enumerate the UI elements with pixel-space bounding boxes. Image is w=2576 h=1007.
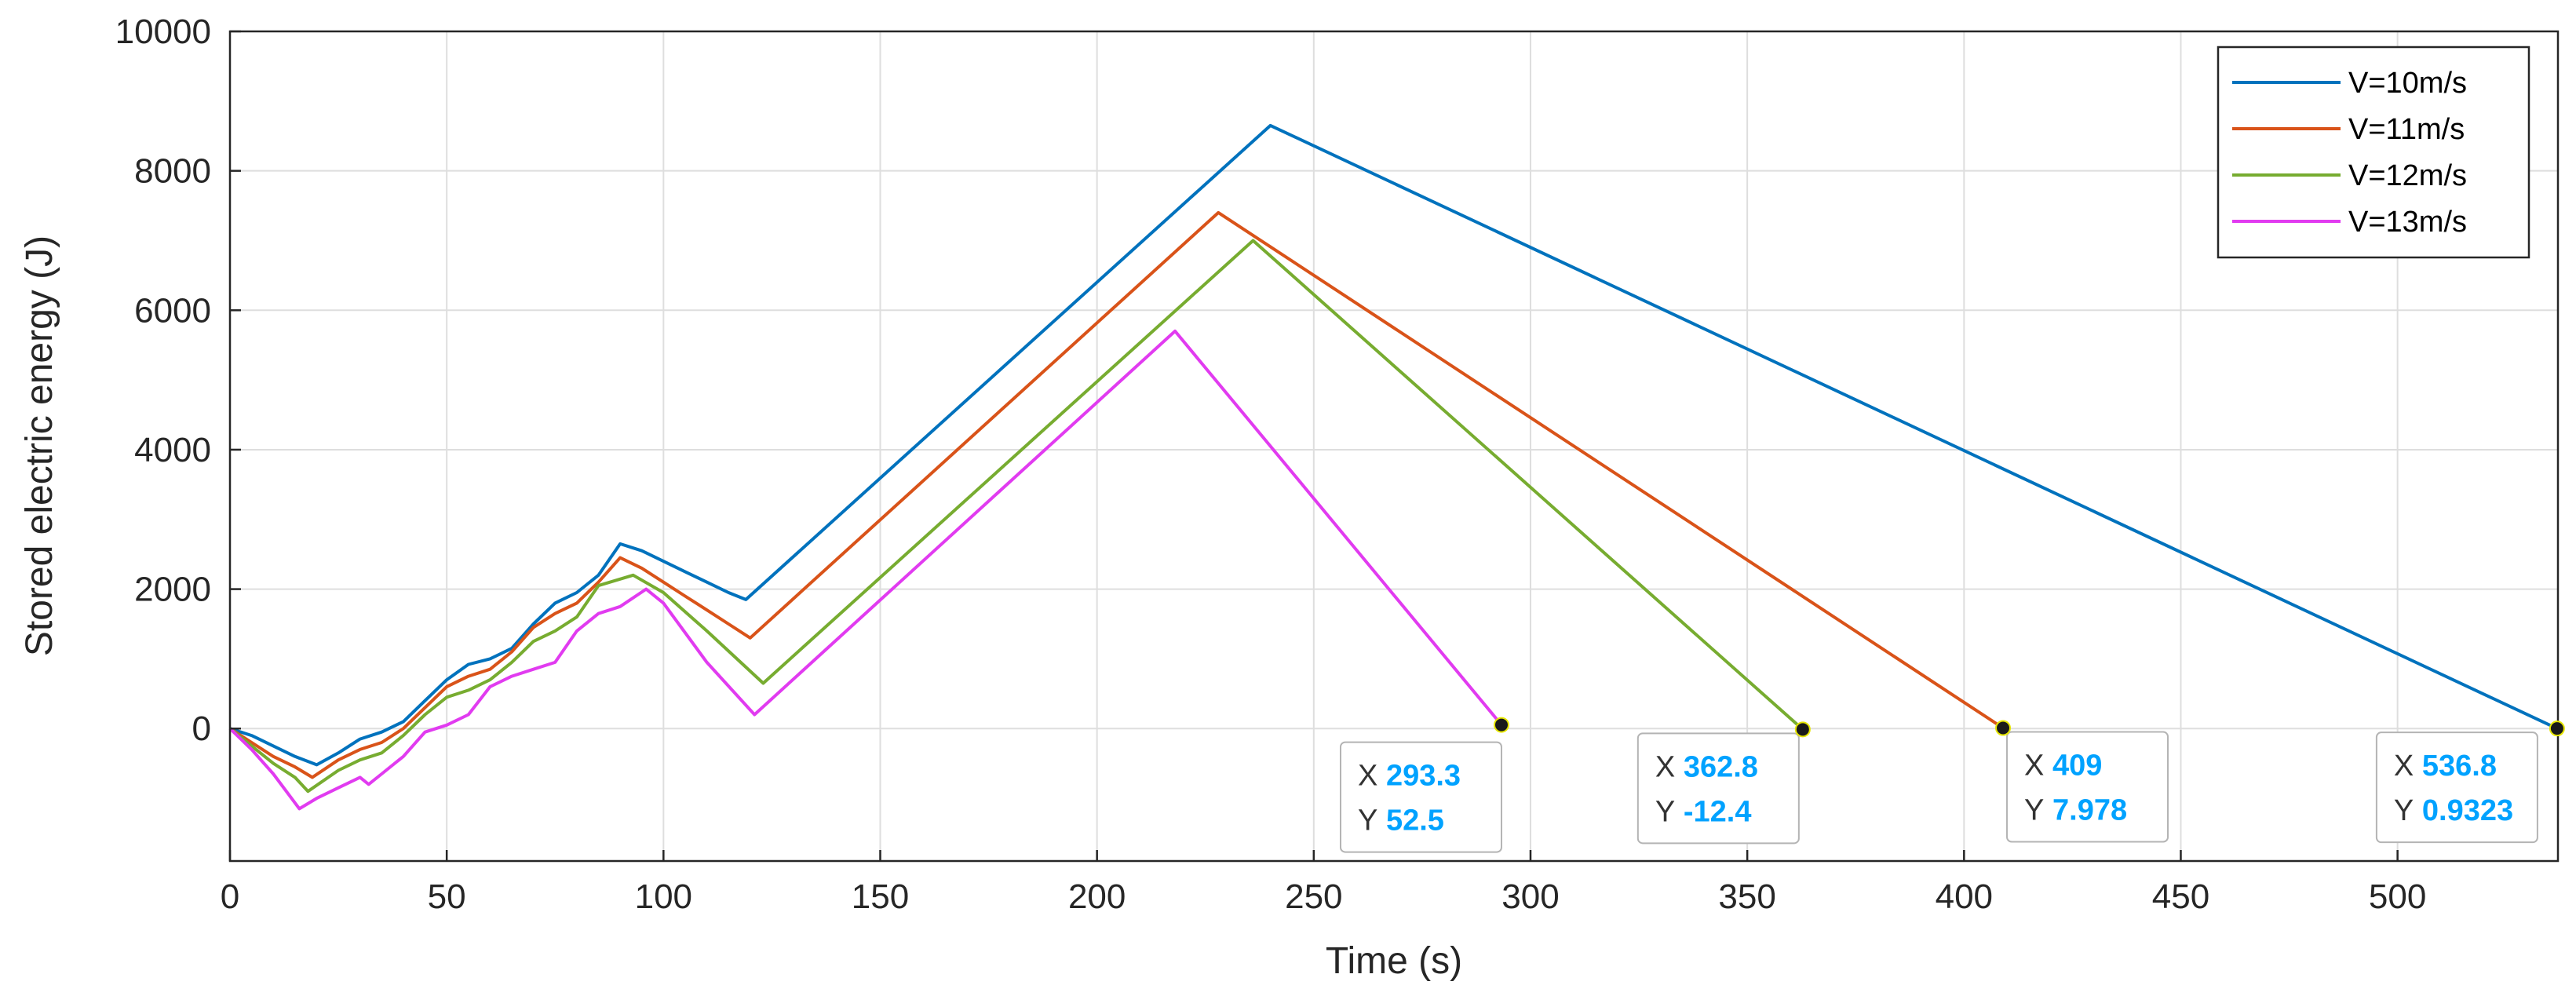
legend: V=10m/s V=11m/s V=12m/s V=13m/s: [2217, 46, 2530, 259]
datatip-x-key: X: [2394, 750, 2414, 783]
datatip-y-key: Y: [1655, 795, 1675, 828]
plot-area: [230, 31, 2558, 861]
datatip-y-value: 52.5: [1386, 805, 1444, 837]
datatip-marker[interactable]: [2549, 721, 2565, 737]
legend-label: V=13m/s: [2348, 206, 2467, 239]
datatip-y-key: Y: [2394, 794, 2414, 827]
y-tick-label: 10000: [115, 13, 211, 51]
datatip-y-value: -12.4: [1684, 795, 1752, 828]
datatip-y-value: 0.9323: [2422, 794, 2513, 827]
datatip-x-key: X: [2024, 750, 2044, 783]
datatip-y-value: 7.978: [2052, 794, 2127, 827]
y-tick-label: 0: [192, 710, 211, 748]
datatip-box: [1339, 741, 1502, 853]
series-group: [228, 123, 2558, 811]
datatip-x-value: 293.3: [1386, 760, 1461, 793]
datatip-box: [1636, 732, 1800, 845]
datatip-y-key: Y: [2024, 794, 2044, 827]
legend-item[interactable]: V=12m/s: [2232, 159, 2467, 192]
x-tick-label: 350: [1718, 877, 1775, 916]
datatip-marker[interactable]: [1995, 720, 2012, 736]
series-line-1: [229, 123, 2558, 767]
grid-lines: [230, 31, 2558, 861]
datatip-x-value: 409: [2052, 750, 2102, 783]
plot-frame: [228, 30, 2560, 863]
datatip-x-key: X: [1655, 750, 1675, 783]
legend-item[interactable]: V=10m/s: [2232, 67, 2467, 100]
y-tick-labels: 0 2000 4000 6000 8000 10000: [115, 13, 241, 748]
y-tick-label: 2000: [134, 571, 211, 609]
datatip-x-key: X: [1358, 760, 1377, 793]
x-tick-label: 250: [1285, 877, 1342, 916]
datatip[interactable]: X 362.8 Y -12.4: [1636, 721, 1811, 845]
series-line-4: [228, 329, 1503, 811]
x-tick-label: 150: [852, 877, 909, 916]
x-axis-label: Time (s): [1326, 940, 1462, 982]
series-line-2: [228, 210, 2005, 779]
legend-item[interactable]: V=13m/s: [2232, 206, 2467, 239]
x-tick-labels: 0 50 100 150 200 250 300 350 400 450 500: [221, 850, 2426, 916]
x-tick-label: 450: [2152, 877, 2209, 916]
x-tick-label: 500: [2369, 877, 2426, 916]
datatip-marker[interactable]: [1794, 721, 1811, 738]
y-axis-label: Stored electric energy (J): [19, 235, 60, 656]
legend-item[interactable]: V=11m/s: [2232, 113, 2465, 146]
y-tick-label: 8000: [134, 152, 211, 191]
datatip-box: [2006, 731, 2169, 843]
x-tick-label: 0: [221, 877, 239, 916]
legend-label: V=11m/s: [2348, 113, 2465, 146]
datatip[interactable]: X 293.3 Y 52.5: [1339, 717, 1509, 853]
y-tick-label: 6000: [134, 291, 211, 330]
x-tick-label: 400: [1936, 877, 1993, 916]
datatip-x-value: 536.8: [2422, 750, 2497, 783]
datatip-box: [2375, 732, 2538, 844]
x-tick-label: 50: [428, 877, 466, 916]
series-line-3: [228, 239, 1804, 794]
x-tick-label: 200: [1068, 877, 1126, 916]
datatip-marker[interactable]: [1493, 717, 1509, 733]
legend-label: V=10m/s: [2348, 67, 2467, 100]
x-tick-label: 100: [635, 877, 692, 916]
datatip[interactable]: X 536.8Y 0.9323: [2375, 721, 2565, 844]
y-tick-label: 4000: [134, 431, 211, 469]
legend-label: V=12m/s: [2348, 159, 2467, 192]
datatip-y-key: Y: [1358, 805, 1377, 837]
datatip-x-value: 362.8: [1684, 750, 1758, 783]
x-tick-label: 300: [1501, 877, 1559, 916]
